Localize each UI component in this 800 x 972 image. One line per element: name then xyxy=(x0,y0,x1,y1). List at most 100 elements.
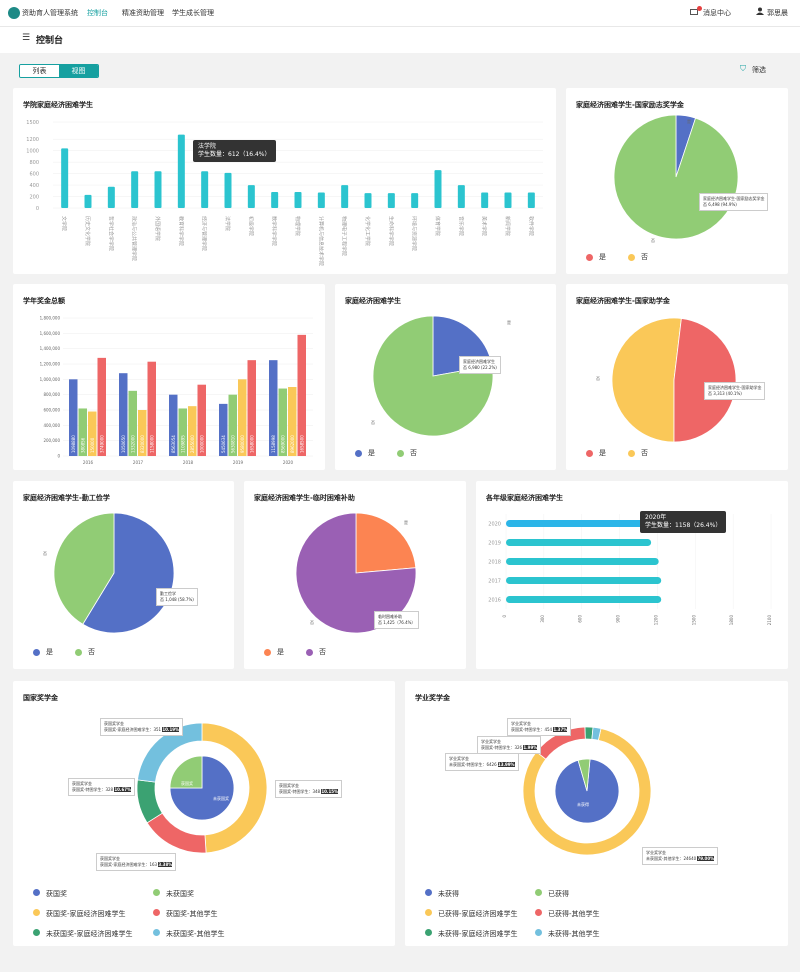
bar xyxy=(238,379,247,456)
bar-value-label: 9580000 xyxy=(240,435,245,453)
nav-aid-management[interactable]: 精准资助管理 xyxy=(122,9,164,17)
x-tick-label: 2020 xyxy=(283,460,294,465)
card-inspire: 家庭经济困难学生-国家励志奖学金 是否 家庭经济困难学生-国家励志奖学金 否 6… xyxy=(566,88,788,274)
mail-icon[interactable] xyxy=(690,9,698,15)
slice-label: 否 xyxy=(310,620,314,625)
legend-no[interactable]: 否 xyxy=(319,648,326,656)
x-tick-label: 2019 xyxy=(233,460,244,465)
bar-value-label: 1098880 xyxy=(71,435,76,453)
national-callout: 获国奖学金 获国奖-特困学生：328 10.67% xyxy=(68,778,136,796)
bar-value-label: 5630810 xyxy=(231,435,236,453)
legend-yes[interactable]: 是 xyxy=(368,449,375,457)
bar xyxy=(154,171,162,208)
national-callout: 获国奖学金 获国奖-特困学生：348 10.15% xyxy=(275,780,343,798)
bar xyxy=(271,191,279,208)
tab-list[interactable]: 列表 xyxy=(20,65,59,77)
y-tick-label: 1,800,000 xyxy=(40,316,61,321)
legend-no[interactable]: 否 xyxy=(410,449,417,457)
card-workstudy: 家庭经济困难学生-勤工俭学 否 勤工俭学 否 1,048 (58.7%) 是 否 xyxy=(13,481,234,669)
bar xyxy=(506,577,662,584)
slice-label: 否 xyxy=(43,551,47,556)
message-center[interactable]: 消息中心 xyxy=(703,9,731,17)
legend-item[interactable]: 未获国奖-家庭经济困难学生 xyxy=(46,930,133,938)
legend-item[interactable]: 获国奖-其他学生 xyxy=(166,910,218,918)
bar-value-label: 1050650 xyxy=(121,435,126,453)
filter-icon[interactable]: ⛉ xyxy=(740,64,746,73)
x-tick-label: 2017 xyxy=(133,460,144,465)
tab-view[interactable]: 视图 xyxy=(59,65,98,77)
bar xyxy=(147,361,156,456)
temp-callout: 临时困难补助 否 1,425（76.4%） xyxy=(374,611,420,629)
y-tick-label: 0 xyxy=(57,454,60,459)
academic-callout: 学业奖学金 获国奖-特困学生：454 1.37% xyxy=(507,718,572,736)
user-icon[interactable] xyxy=(756,7,764,15)
card-title: 各年级家庭经济困难学生 xyxy=(486,494,563,502)
slice-label: 是 xyxy=(507,319,511,325)
x-tick-label: 政治与公共管理学院 xyxy=(131,216,138,261)
x-tick-label: 环境与资源学院 xyxy=(411,216,418,251)
y-tick-label: 1000 xyxy=(26,149,39,155)
legend-item[interactable]: 已获得 xyxy=(548,890,569,898)
legend-yes[interactable]: 是 xyxy=(277,648,284,656)
y-tick-label: 800,000 xyxy=(43,392,60,397)
legend-yes[interactable]: 是 xyxy=(599,449,606,457)
legend-no[interactable]: 否 xyxy=(88,648,95,656)
legend-item[interactable]: 已获得-家庭经济困难学生 xyxy=(438,910,518,918)
y-tick-label: 1,000,000 xyxy=(40,377,61,382)
pie-slice xyxy=(169,755,203,789)
nav-growth-management[interactable]: 学生成长管理 xyxy=(172,9,214,17)
legend-item[interactable]: 未获得 xyxy=(438,890,459,898)
legend-item[interactable]: 已获得-其他学生 xyxy=(548,910,600,918)
legend-item[interactable]: 获国奖 xyxy=(46,890,67,898)
user-name[interactable]: 郭思晨 xyxy=(767,9,788,17)
donut-slice xyxy=(591,726,602,741)
top-bar xyxy=(0,0,800,27)
x-tick-label: 外国语学院 xyxy=(154,216,161,241)
legend: 是 否 xyxy=(586,252,648,262)
x-tick-label: 文学院 xyxy=(61,216,68,231)
y-tick-label: 400 xyxy=(29,183,39,189)
legend-item[interactable]: 未获国奖 xyxy=(166,890,194,898)
bar-value-label: 8569000 xyxy=(281,435,286,453)
national-callout: 获国奖学金 获国奖-家庭经济困难学生：351 10.19% xyxy=(100,718,184,736)
legend: 是 否 xyxy=(355,448,417,458)
card-grade: 各年级家庭经济困难学生 0 300 600 900 1200 1500 1800 2100 20… xyxy=(476,481,788,669)
legend-item[interactable]: 获国奖-家庭经济困难学生 xyxy=(46,910,126,918)
donut-slice xyxy=(522,728,652,856)
y-tick-label: 1,400,000 xyxy=(40,346,61,351)
bar xyxy=(247,360,256,456)
filter-button[interactable]: 筛选 xyxy=(752,66,766,74)
legend-yes[interactable]: 是 xyxy=(599,253,606,261)
bar xyxy=(387,193,395,208)
tooltip-line: 学生数量：1158（26.4%） xyxy=(645,522,722,529)
callout-title: 勤工俭学 xyxy=(160,591,176,596)
bar xyxy=(138,410,147,456)
bar-value-label: 1109895 xyxy=(181,435,186,453)
legend: 未获得 已获得 已获得-家庭经济困难学生 已获得-其他学生 未获得-家庭经济困难… xyxy=(425,884,755,944)
callout-value: 否 6,980 (22.2%) xyxy=(463,365,497,370)
legend-item[interactable]: 未获得-其他学生 xyxy=(548,930,600,938)
academic-callout: 学业奖学金 未获国奖-其他学生：24640 79.00% xyxy=(642,847,719,865)
bar xyxy=(107,186,115,208)
pie-slice xyxy=(577,758,591,792)
x-tick-label: 新闻学院 xyxy=(504,216,511,236)
legend-item[interactable]: 未获得-家庭经济困难学生 xyxy=(438,930,518,938)
legend-yes[interactable]: 是 xyxy=(46,648,53,656)
bar-value-label: 1158000 xyxy=(150,435,155,453)
card-grant: 家庭经济困难学生-国家助学金 否 家庭经济困难学生-国家助学金 否 3,313 … xyxy=(566,284,788,470)
card-college: 学院家庭经济困难学生 0 200 400 600 800 1000 1200 1500 文学院 历… xyxy=(13,88,556,274)
x-tick-label: 法学院 xyxy=(224,216,231,231)
menu-toggle-icon[interactable]: ☰ xyxy=(22,33,31,43)
academic-callout: 学业奖学金 获国奖-特困学生：326 1.99% xyxy=(477,736,542,754)
bar-value-label: 3749000 xyxy=(100,435,105,453)
logo-icon xyxy=(8,7,20,19)
legend-no[interactable]: 否 xyxy=(641,253,648,261)
legend-no[interactable]: 否 xyxy=(641,449,648,457)
callout-value: 否 1,048 (58.7%) xyxy=(160,597,194,602)
bar xyxy=(169,394,178,456)
legend-item[interactable]: 未获国奖-其他学生 xyxy=(166,930,225,938)
grant-pie-chart: 否 xyxy=(596,317,737,443)
workstudy-callout: 勤工俭学 否 1,048 (58.7%) xyxy=(156,588,198,606)
pie-slice xyxy=(355,512,417,574)
bar xyxy=(84,194,92,208)
